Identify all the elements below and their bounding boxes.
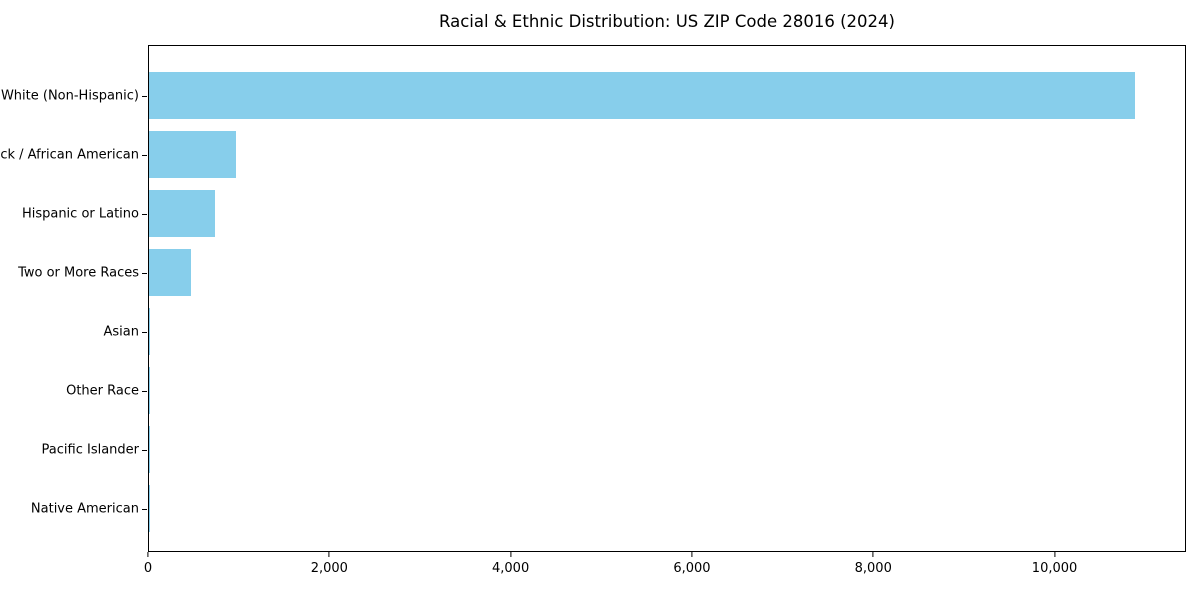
y-tick-mark <box>142 213 147 215</box>
x-axis: 0 2,000 4,000 6,000 8,000 10,000 <box>144 552 1186 592</box>
bar <box>149 484 150 533</box>
x-tick-label: 6,000 <box>673 561 711 576</box>
bar <box>149 307 150 356</box>
chart-row: Hispanic or Latino <box>22 184 1185 243</box>
chart-row: Asian <box>104 302 1185 361</box>
chart-row: White (Non-Hispanic) <box>1 66 1185 125</box>
y-tick-mark <box>142 449 147 451</box>
y-tick-mark <box>142 508 147 510</box>
x-tick-label: 4,000 <box>492 561 530 576</box>
bar <box>149 248 191 297</box>
y-tick-label: Two or More Races <box>18 265 139 280</box>
x-tick-mark <box>510 552 512 557</box>
x-tick-mark <box>147 552 149 557</box>
y-tick-label: White (Non-Hispanic) <box>0 88 139 103</box>
y-tick-label: Pacific Islander <box>41 442 139 457</box>
bar <box>149 71 1136 120</box>
y-tick-mark <box>142 390 147 392</box>
chart-row: Native American <box>31 479 1185 538</box>
chart-row: Pacific Islander <box>42 420 1185 479</box>
x-tick-label: 0 <box>143 561 153 576</box>
x-tick-mark <box>691 552 693 557</box>
y-tick-label: Other Race <box>66 383 139 398</box>
chart-row: Black / African American <box>0 125 1185 184</box>
x-tick-mark <box>328 552 330 557</box>
y-tick-mark <box>142 154 147 156</box>
chart-row: Two or More Races <box>18 243 1185 302</box>
bar <box>149 425 150 474</box>
y-tick-label: Asian <box>103 324 139 339</box>
x-tick-label: 2,000 <box>310 561 348 576</box>
y-tick-mark <box>142 95 147 97</box>
bar <box>149 366 150 415</box>
y-tick-mark <box>142 331 147 333</box>
y-tick-label: Native American <box>30 501 139 516</box>
y-tick-label: Hispanic or Latino <box>21 206 139 221</box>
x-tick-mark <box>872 552 874 557</box>
bar <box>149 189 216 238</box>
x-tick-mark <box>1053 552 1056 557</box>
plot-area: White (Non-Hispanic) Black / African Amer… <box>0 45 1186 552</box>
bars-container: White (Non-Hispanic) Black / African Amer… <box>0 66 1185 538</box>
chart-row: Other Race <box>66 361 1185 420</box>
x-tick-label: 10,000 <box>1031 561 1078 576</box>
chart-title: Racial & Ethnic Distribution: US ZIP Cod… <box>439 12 895 31</box>
bar <box>149 130 236 179</box>
x-tick-label: 8,000 <box>854 561 892 576</box>
y-tick-label: Black / African American <box>0 147 139 162</box>
y-tick-mark <box>142 272 147 274</box>
